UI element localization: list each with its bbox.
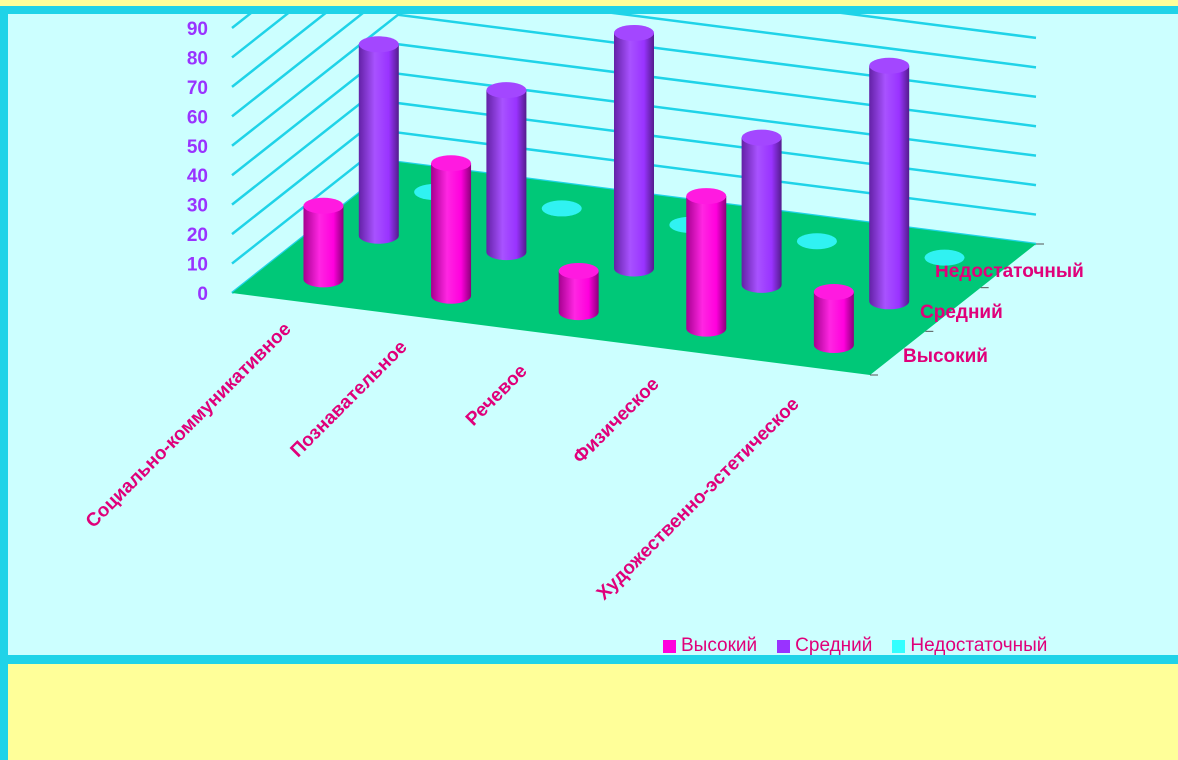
bar-Высокий-2 (558, 262, 599, 321)
y-tick-label-20: 20 (187, 225, 208, 246)
y-tick-label-90: 90 (187, 19, 208, 40)
y-tick-label-10: 10 (187, 255, 208, 276)
bar-Высокий-0 (303, 197, 344, 288)
legend-swatch (777, 639, 791, 653)
bar-side (614, 32, 654, 277)
bar-Средний-3 (741, 129, 782, 293)
y-tick-label-30: 30 (187, 196, 208, 217)
bar-top (796, 233, 837, 250)
legend-label: Недостаточный (910, 635, 1048, 656)
bar-top (541, 200, 582, 217)
gridline-60 (231, 14, 1037, 118)
category-label: Познавательное (287, 337, 412, 462)
legend-label: Высокий (681, 635, 758, 656)
bar-top (869, 57, 910, 74)
bar-side (431, 163, 472, 304)
bar-side (486, 90, 527, 261)
bar-Высокий-3 (686, 188, 727, 337)
bar-top (686, 188, 727, 205)
bar-top (431, 155, 472, 172)
chart-panel: 0 10 20 30 40 50 60 70 80 90 Высокий Средний Недоста… (0, 6, 1178, 664)
bar-side (813, 291, 854, 353)
y-tick-label-70: 70 (187, 78, 208, 99)
bar-top (358, 36, 399, 53)
bar-top (741, 129, 782, 146)
bar-Высокий-1 (431, 155, 472, 304)
legend-swatch (892, 639, 906, 653)
bar-top (924, 249, 965, 266)
bar-Средний-2 (614, 24, 654, 277)
bar-side (869, 65, 910, 310)
y-tick-label-40: 40 (187, 166, 208, 187)
bar-Недостаточный-1 (541, 200, 582, 217)
category-label: Физическое (569, 374, 663, 468)
depth-label: Высокий (903, 346, 988, 367)
bar-top (558, 262, 599, 279)
bar-top (813, 283, 854, 300)
bar-Средний-4 (869, 57, 910, 310)
bar-Недостаточный-4 (924, 249, 965, 266)
bar-side (686, 196, 727, 337)
depth-label: Средний (920, 302, 1003, 323)
bar-Недостаточный-3 (796, 233, 837, 250)
y-tick-label-50: 50 (187, 137, 208, 158)
bar-side (741, 137, 782, 293)
chart-3d-bars: 0 10 20 30 40 50 60 70 80 90 Высокий Средний Недоста… (82, 14, 1084, 604)
category-label: Социально-коммуникативное (82, 319, 296, 533)
bar-side (303, 205, 344, 288)
bar-top (303, 197, 344, 214)
bar-side (558, 270, 599, 321)
legend-item-2: Недостаточный (892, 635, 1047, 657)
legend-item-0: Высокий (663, 635, 757, 657)
bar-top (614, 24, 654, 41)
bar-Средний-0 (358, 36, 399, 244)
category-label: Речевое (462, 361, 532, 431)
y-tick-label-0: 0 (197, 284, 208, 305)
bottom-panel (0, 664, 1178, 760)
gridline-50 (231, 14, 1037, 147)
legend-swatch (663, 639, 676, 653)
bar-top (486, 82, 527, 99)
bar-side (358, 44, 399, 244)
y-tick-label-60: 60 (187, 107, 208, 128)
y-tick-label-80: 80 (187, 48, 208, 69)
chart-legend: Высокий Средний Недостаточный (663, 634, 1047, 658)
bar-Средний-1 (486, 82, 527, 261)
depth-label: Недостаточный (935, 261, 1084, 282)
bar-Высокий-4 (813, 283, 854, 353)
legend-label: Средний (795, 635, 873, 656)
legend-item-1: Средний (777, 635, 872, 657)
gridline-70 (231, 14, 1037, 88)
